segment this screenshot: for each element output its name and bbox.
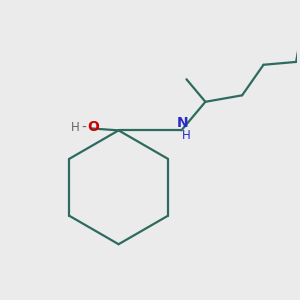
Text: H: H xyxy=(71,121,80,134)
Text: O: O xyxy=(87,120,99,134)
Text: N: N xyxy=(177,116,188,130)
Text: -: - xyxy=(82,120,87,134)
Text: H: H xyxy=(182,129,191,142)
